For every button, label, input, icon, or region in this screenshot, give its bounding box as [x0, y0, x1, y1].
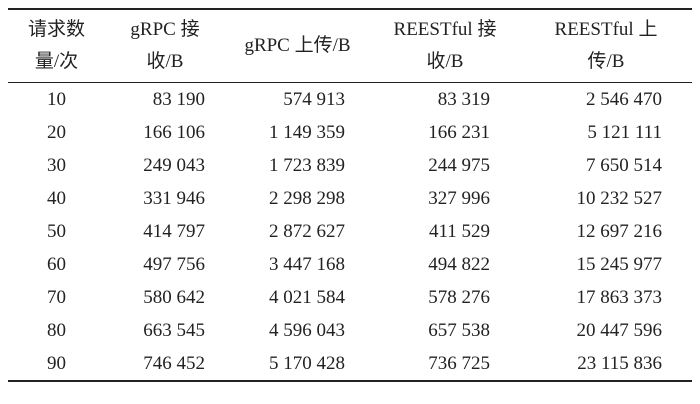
table-cell: 7 650 514 — [586, 154, 662, 176]
table-cell: 83 190 — [152, 88, 205, 110]
table-cell: 166 106 — [143, 121, 205, 143]
table-cell: 40 — [47, 187, 66, 209]
table-cell: 331 946 — [143, 187, 205, 209]
header-line: gRPC 接 — [130, 19, 200, 40]
table-row: 70 580 642 4 021 584 578 276 17 863 373 — [8, 281, 692, 314]
table-cell: 2 298 298 — [269, 187, 345, 209]
table-cell: 1 723 839 — [269, 154, 345, 176]
header-cell: gRPC 接收/B — [105, 9, 225, 83]
table-cell: 2 546 470 — [586, 88, 662, 110]
table-cell: 80 — [47, 319, 66, 341]
table-cell: 494 822 — [428, 253, 490, 275]
table-cell: 10 232 527 — [576, 187, 663, 209]
table-row: 80 663 545 4 596 043 657 538 20 447 596 — [8, 314, 692, 347]
table-cell: 746 452 — [143, 352, 205, 374]
data-table: 请求数 量/次 gRPC 接收/B gRPC 上传/B REESTful 接收/B REE… — [8, 8, 692, 382]
header-cell: 请求数量/次 — [8, 9, 105, 83]
table-cell: 244 975 — [428, 154, 490, 176]
header-line: gRPC 上传/B — [244, 35, 351, 56]
table-cell: 15 245 977 — [576, 253, 663, 275]
table-cell: 1 149 359 — [269, 121, 345, 143]
table-row: 50 414 797 2 872 627 411 529 12 697 216 — [8, 215, 692, 248]
header-line: REESTful 上 — [554, 19, 658, 40]
header-line: 收/B — [426, 51, 464, 72]
table-cell: 20 447 596 — [576, 319, 663, 341]
table-body: 10 83 190 574 913 83 319 2 546 470 20 166 106 1… — [8, 83, 692, 381]
table-row: 90 746 452 5 170 428 736 725 23 115 836 — [8, 347, 692, 381]
table-cell: 4 596 043 — [269, 319, 345, 341]
table-row: 40 331 946 2 298 298 327 996 10 232 527 — [8, 182, 692, 215]
table-cell: 23 115 836 — [577, 352, 662, 374]
table-row: 30 249 043 1 723 839 244 975 7 650 514 — [8, 149, 692, 182]
table-cell: 70 — [47, 286, 66, 308]
table-cell: 5 121 111 — [587, 121, 662, 143]
header-line: 传/B — [587, 51, 625, 72]
table-cell: 166 231 — [428, 121, 490, 143]
table-cell: 3 447 168 — [269, 253, 345, 275]
table-cell: 60 — [47, 253, 66, 275]
table-header: 请求数 量/次 gRPC 接收/B gRPC 上传/B REESTful 接收/B REE… — [8, 9, 692, 83]
table-cell: 663 545 — [143, 319, 205, 341]
table-cell: 10 — [47, 88, 66, 110]
header-line: 量/次 — [34, 51, 79, 72]
table-cell: 578 276 — [428, 286, 490, 308]
table-cell: 90 — [47, 352, 66, 374]
table-cell: 411 529 — [428, 220, 490, 242]
table-cell: 2 872 627 — [269, 220, 345, 242]
table-cell: 497 756 — [143, 253, 205, 275]
table-row: 10 83 190 574 913 83 319 2 546 470 — [8, 83, 692, 117]
table-cell: 580 642 — [143, 286, 205, 308]
table-cell: 327 996 — [428, 187, 490, 209]
table-cell: 17 863 373 — [576, 286, 663, 308]
table-cell: 574 913 — [283, 88, 345, 110]
table-row: 20 166 106 1 149 359 166 231 5 121 111 — [8, 116, 692, 149]
table-cell: 20 — [47, 121, 66, 143]
header-line: 请求数 — [27, 19, 85, 40]
table-cell: 50 — [47, 220, 66, 242]
header-cell: REESTful 接收/B — [370, 9, 520, 83]
table-cell: 4 021 584 — [269, 286, 345, 308]
table-cell: 83 319 — [437, 88, 490, 110]
table-row: 60 497 756 3 447 168 494 822 15 245 977 — [8, 248, 692, 281]
table-cell: 657 538 — [428, 319, 490, 341]
header-cell: REESTful 上传/B — [520, 9, 692, 83]
header-cell: gRPC 上传/B — [225, 9, 370, 83]
table-cell: 5 170 428 — [269, 352, 345, 374]
table-cell: 249 043 — [143, 154, 205, 176]
table-cell: 12 697 216 — [576, 220, 663, 242]
table-cell: 736 725 — [428, 352, 490, 374]
header-line: 收/B — [146, 51, 184, 72]
header-line: REESTful 接 — [393, 19, 497, 40]
table-cell: 414 797 — [143, 220, 205, 242]
table-cell: 30 — [47, 154, 66, 176]
header-row: 请求数 量/次 gRPC 接收/B gRPC 上传/B REESTful 接收/B REE… — [8, 9, 692, 83]
